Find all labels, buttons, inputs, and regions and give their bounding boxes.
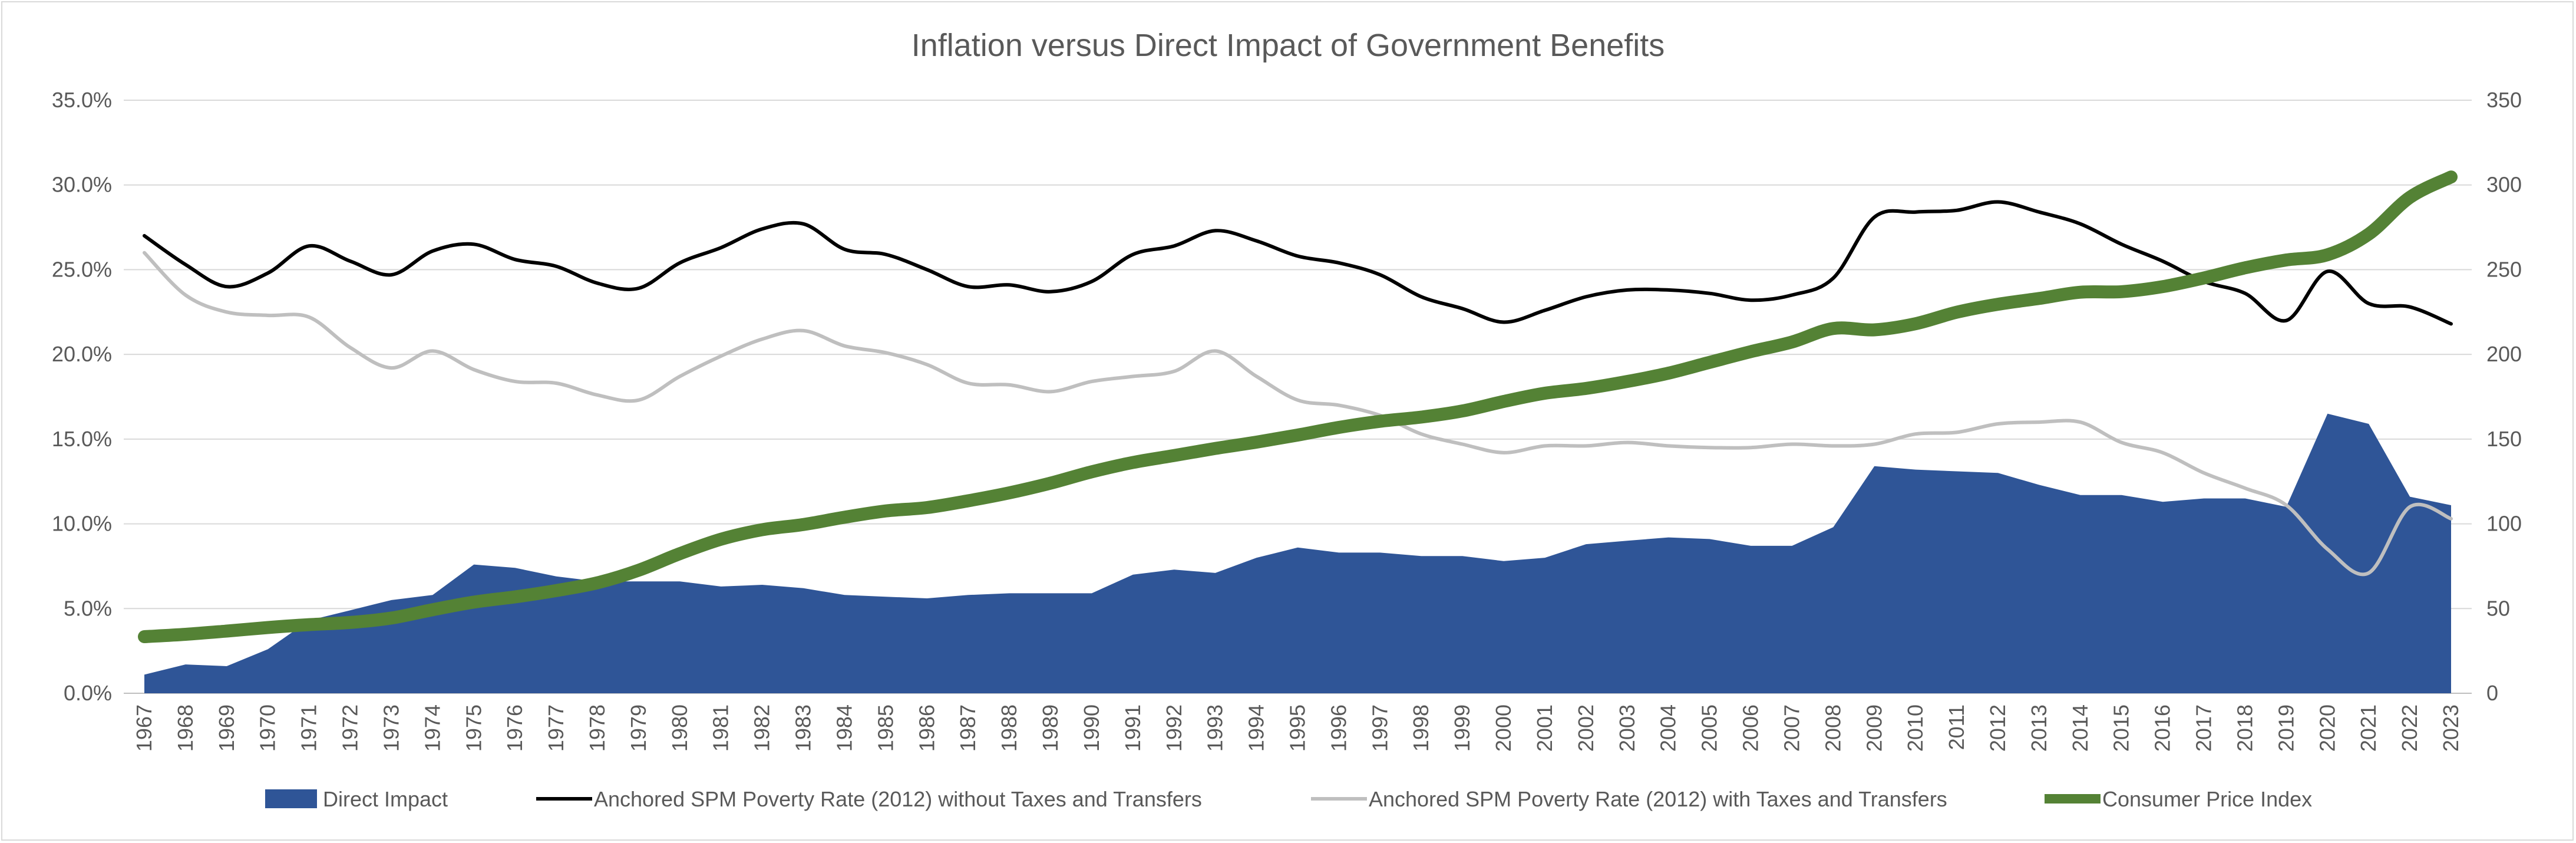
x-tick-label: 1998 (1409, 704, 1433, 752)
x-tick-label: 2015 (2109, 704, 2134, 752)
y-left-tick-label: 30.0% (52, 173, 112, 197)
series-lines (138, 170, 2458, 643)
x-tick-label: 1984 (832, 704, 856, 752)
y-right-tick-label: 200 (2486, 342, 2522, 366)
y-right-tick-label: 150 (2486, 427, 2522, 451)
legend-label: Direct Impact (323, 787, 448, 811)
y-left-tick-label: 35.0% (52, 88, 112, 112)
x-tick-label: 2023 (2439, 704, 2463, 752)
x-tick-label: 2012 (1986, 704, 2010, 752)
x-tick-label: 2011 (1944, 704, 1969, 750)
x-tick-label: 2006 (1739, 704, 1763, 752)
x-tick-label: 1975 (461, 704, 486, 752)
x-tick-label: 2013 (2027, 704, 2051, 752)
x-tick-label: 2017 (2192, 704, 2216, 752)
x-tick-label: 2001 (1533, 704, 1557, 752)
x-tick-label: 1986 (914, 704, 939, 752)
x-tick-label: 1995 (1286, 704, 1310, 752)
x-tick-label: 1989 (1038, 704, 1062, 752)
x-tick-label: 1972 (338, 704, 362, 752)
legend: Direct Impact Anchored SPM Poverty Rate (… (265, 787, 2312, 811)
x-tick-label: 2022 (2397, 704, 2422, 752)
legend-label: Consumer Price Index (2102, 787, 2312, 811)
x-tick-label: 2021 (2356, 704, 2380, 752)
y-right-tick-label: 0 (2486, 681, 2498, 705)
x-tick-label: 1999 (1450, 704, 1474, 752)
x-tick-label: 1968 (173, 704, 197, 752)
y-right-tick-label: 50 (2486, 596, 2510, 620)
x-tick-label: 1990 (1079, 704, 1104, 752)
y-left-tick-label: 15.0% (52, 427, 112, 451)
x-tick-label: 1992 (1162, 704, 1186, 752)
x-tick-label: 2014 (2068, 704, 2092, 752)
x-tick-label: 2000 (1491, 704, 1515, 752)
x-tick-label: 2019 (2274, 704, 2298, 752)
legend-label: Anchored SPM Poverty Rate (2012) with Ta… (1369, 787, 1947, 811)
x-tick-label: 1988 (997, 704, 1021, 752)
x-tick-label: 2005 (1697, 704, 1722, 752)
y-right-tick-label: 350 (2486, 88, 2522, 112)
x-tick-label: 1983 (791, 704, 815, 752)
x-tick-label: 2018 (2232, 704, 2257, 752)
x-tick-label: 1970 (256, 704, 280, 752)
x-tick-label: 1973 (379, 704, 403, 752)
x-tick-label: 1981 (709, 704, 733, 752)
y-right-tick-label: 100 (2486, 512, 2522, 536)
y-left-tick-label: 10.0% (52, 512, 112, 536)
x-tick-label: 2002 (1574, 704, 1598, 752)
y-left-tick-label: 20.0% (52, 342, 112, 366)
x-tick-label: 1978 (585, 704, 609, 752)
y-right-tick-label: 300 (2486, 173, 2522, 197)
legend-swatch-direct-impact (265, 789, 317, 808)
y-left-tick-label: 25.0% (52, 257, 112, 281)
area-direct-impact (144, 413, 2451, 693)
line-spm-without-taxes (143, 200, 2453, 326)
x-tick-label: 2008 (1821, 704, 1845, 752)
x-tick-label: 2020 (2315, 704, 2339, 752)
x-tick-label: 1985 (873, 704, 897, 752)
x-tick-label: 1994 (1244, 704, 1269, 752)
y-left-tick-label: 5.0% (64, 596, 112, 620)
x-tick-label: 2009 (1862, 704, 1886, 752)
x-tick-label: 1969 (214, 704, 239, 752)
x-tick-label: 2016 (2151, 704, 2175, 752)
x-tick-label: 1974 (420, 704, 444, 752)
x-tick-label: 1971 (297, 704, 321, 752)
x-tick-label: 2007 (1779, 704, 1804, 752)
y-left-tick-label: 0.0% (64, 681, 112, 705)
x-tick-label: 2010 (1903, 704, 1927, 752)
x-tick-label: 1967 (132, 704, 156, 752)
x-tick-label: 1976 (503, 704, 527, 752)
axes: 0.0% 0 5.0% 50 10.0% 100 15.0% 150 20.0% 200 25.0%… (52, 88, 2522, 752)
direct-impact-area-layer (144, 413, 2451, 693)
x-tick-label: 1977 (544, 704, 568, 752)
x-tick-label: 1993 (1203, 704, 1227, 752)
x-tick-label: 1979 (626, 704, 650, 752)
x-tick-label: 1980 (668, 704, 692, 752)
x-tick-label: 1991 (1121, 704, 1145, 752)
x-tick-label: 1996 (1326, 704, 1350, 752)
chart-title: Inflation versus Direct Impact of Govern… (911, 28, 1665, 63)
x-tick-label: 2004 (1656, 704, 1680, 752)
x-tick-label: 1982 (750, 704, 774, 752)
line-spm-with-taxes (143, 251, 2453, 577)
legend-label: Anchored SPM Poverty Rate (2012) without… (594, 787, 1202, 811)
y-right-tick-label: 250 (2486, 257, 2522, 281)
x-tick-label: 1987 (956, 704, 980, 752)
x-tick-label: 2003 (1615, 704, 1639, 752)
x-tick-label: 1997 (1368, 704, 1392, 752)
line-cpi (138, 170, 2458, 643)
